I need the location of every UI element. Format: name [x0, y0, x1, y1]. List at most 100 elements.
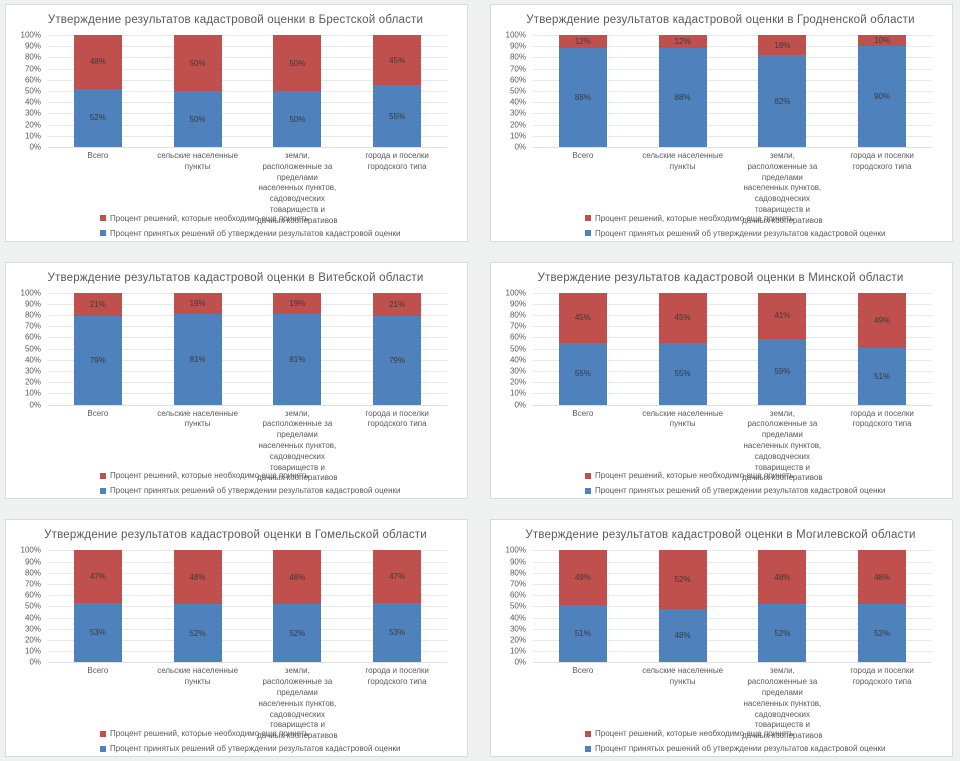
x-axis-labels: Всего сельские населенные пункты земли, ра… [48, 408, 447, 483]
legend-item: Процент принятых решений об утверждении … [100, 229, 457, 238]
stacked-bar: 45% 55% [373, 35, 422, 147]
legend-item: Процент принятых решений об утверждении … [585, 486, 942, 495]
bars-container: 21% 79% 19% 81% 19% 81% 21% 79% [48, 292, 447, 405]
bar-segment-pending: 10% [858, 35, 907, 47]
stacked-bar: 41% 59% [758, 292, 807, 405]
bar-value-label: 48% [674, 630, 691, 640]
gridline [48, 113, 447, 115]
y-axis-tick-label: 90% [24, 41, 41, 51]
bar-value-label: 50% [189, 58, 206, 68]
legend: Процент решений, которые необходимо еще … [499, 729, 942, 753]
gridline [48, 393, 447, 395]
gridline [533, 337, 932, 339]
y-axis-tick-label: 0% [29, 400, 41, 410]
bar-segment-approved: 90% [858, 46, 907, 147]
category-label: земли, расположенные за пределами населе… [742, 666, 823, 741]
bar-segment-approved: 79% [73, 316, 122, 405]
plot-area: 49% 51% 52% 48% 48% 52% 48% 52% [533, 550, 932, 664]
y-axis-tick-label: 60% [509, 590, 526, 600]
bar-value-label: 12% [674, 37, 691, 47]
legend-label: Процент принятых решений об утверждении … [595, 228, 886, 238]
y-axis-tick-label: 50% [509, 86, 526, 96]
legend-swatch-approved [100, 745, 106, 752]
bar-segment-pending: 19% [273, 292, 322, 314]
y-axis-tick-label: 20% [509, 120, 526, 130]
y-axis-tick-label: 80% [24, 568, 41, 578]
bar-value-label: 81% [189, 354, 206, 364]
gridline [533, 371, 932, 373]
stacked-bar: 50% 50% [173, 35, 222, 147]
y-axis-tick-label: 60% [509, 75, 526, 85]
bar-segment-pending: 45% [373, 35, 422, 86]
category-label: земли, расположенные за пределами населе… [257, 408, 338, 483]
category-label: сельские населенные пункты [157, 151, 239, 171]
gridline [48, 382, 447, 384]
bar-value-label: 59% [774, 367, 791, 377]
bar-value-label: 50% [189, 114, 206, 124]
bar-slot: 12% 88% [633, 35, 733, 147]
bar-slot: 21% 79% [347, 292, 447, 405]
stacked-bar: 48% 52% [73, 35, 122, 147]
bar-segment-approved: 52% [73, 88, 122, 147]
bar-value-label: 79% [389, 355, 406, 365]
bar-segment-pending: 45% [658, 292, 707, 344]
y-axis: 100% 90% 80% 70% 60% 50% 40% 30% 20% 10% 0% [499, 31, 533, 152]
y-axis: 100% 90% 80% 70% 60% 50% 40% 30% 20% 10% 0% [14, 546, 48, 667]
y-axis-tick-label: 20% [24, 635, 41, 645]
gridline [533, 595, 932, 597]
y-axis-tick-label: 0% [29, 657, 41, 667]
bar-value-label: 18% [774, 40, 791, 50]
stacked-bar: 50% 50% [273, 35, 322, 147]
legend-swatch-pending [100, 472, 106, 479]
gridline [48, 583, 447, 585]
category-label: города и поселки городского типа [365, 408, 429, 429]
gridline [533, 68, 932, 70]
stacked-bar: 12% 88% [658, 35, 707, 147]
y-axis-tick-label: 70% [509, 579, 526, 589]
legend-swatch-approved [585, 487, 591, 494]
bar-slot: 12% 88% [533, 35, 633, 147]
bar-segment-pending: 47% [73, 550, 122, 603]
stacked-bar: 49% 51% [558, 550, 607, 663]
stacked-bar: 47% 53% [73, 550, 122, 663]
category-label: города и поселки городского типа [850, 151, 914, 171]
legend-item: Процент принятых решений об утверждении … [585, 744, 942, 753]
legend-swatch-approved [585, 230, 591, 237]
chart-panel: Утверждение результатов кадастровой оцен… [5, 4, 468, 242]
y-axis-tick-label: 10% [509, 646, 526, 656]
stacked-bar: 45% 55% [558, 292, 607, 405]
legend-label: Процент принятых решений об утверждении … [110, 744, 401, 753]
legend: Процент решений, которые необходимо еще … [14, 729, 457, 753]
gridline [533, 326, 932, 328]
bar-segment-pending: 47% [373, 550, 422, 603]
bar-slot: 50% 50% [248, 35, 348, 147]
bar-value-label: 49% [874, 315, 891, 325]
y-axis-tick-label: 90% [509, 557, 526, 567]
y-axis-tick-label: 20% [24, 377, 41, 387]
y-axis-tick-label: 20% [24, 120, 41, 130]
gridline [533, 651, 932, 653]
gridline [48, 35, 447, 36]
gridline [48, 102, 447, 104]
bar-segment-pending: 48% [73, 35, 122, 89]
bar-segment-pending: 12% [558, 35, 607, 49]
category-label: Всего [572, 666, 594, 676]
category-label: земли, расположенные за пределами населе… [742, 408, 823, 483]
gridline [48, 292, 447, 294]
y-axis-tick-label: 50% [24, 344, 41, 354]
bar-segment-approved: 53% [73, 602, 122, 663]
x-axis-labels: Всего сельские населенные пункты земли, ра… [533, 150, 932, 225]
legend: Процент решений, которые необходимо еще … [499, 471, 942, 495]
bar-value-label: 81% [289, 354, 306, 364]
gridline [533, 550, 932, 552]
legend-label: Процент решений, которые необходимо еще … [110, 729, 309, 738]
stacked-bar: 19% 81% [173, 292, 222, 405]
chart-title: Утверждение результатов кадастровой оцен… [537, 271, 904, 284]
y-axis-tick-label: 10% [24, 646, 41, 656]
bar-value-label: 47% [89, 572, 106, 582]
legend-item: Процент решений, которые необходимо еще … [585, 729, 942, 738]
gridline [533, 292, 932, 294]
chart-body: 100% 90% 80% 70% 60% 50% 40% 30% 20% 10% 0% 47% 53%… [14, 546, 457, 667]
legend-swatch-approved [585, 745, 591, 752]
chart-body: 100% 90% 80% 70% 60% 50% 40% 30% 20% 10% 0% 21% 79%… [14, 288, 457, 410]
